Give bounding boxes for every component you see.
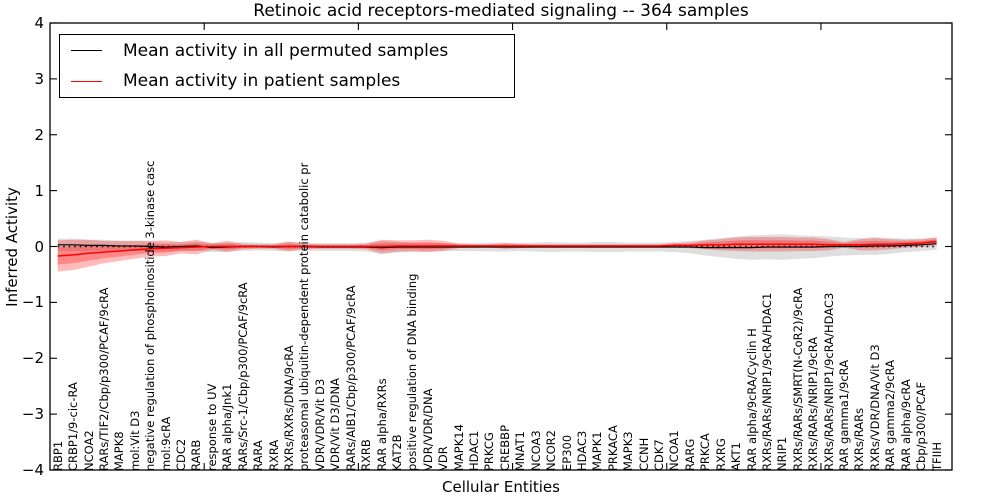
y-tick-label: −3 (21, 405, 44, 424)
patient-std-band (57, 237, 937, 272)
y-tick-label: 0 (34, 237, 44, 256)
legend-line-permuted-icon (71, 50, 102, 52)
y-tick-label: 3 (34, 69, 44, 88)
y-tick-label: 2 (34, 125, 44, 144)
legend: Mean activity in all permuted samples Me… (59, 34, 515, 98)
legend-label-patient: Mean activity in patient samples (123, 71, 401, 92)
y-tick-label: −4 (21, 461, 44, 479)
y-tick-label: 4 (34, 14, 44, 32)
legend-label-permuted: Mean activity in all permuted samples (123, 40, 449, 61)
patient-mean-line (57, 240, 937, 257)
x-axis-label: Cellular Entities (442, 478, 560, 496)
chart-title: Retinoic acid receptors-mediated signali… (253, 1, 749, 21)
legend-entry-permuted: Mean activity in all permuted samples (60, 36, 514, 66)
y-tick-label: 1 (34, 181, 44, 200)
legend-entry-patient: Mean activity in patient samples (60, 66, 514, 96)
y-tick-label: −2 (21, 349, 44, 368)
patient-std-band-inner (57, 239, 937, 265)
legend-line-patient-icon (71, 80, 102, 82)
axes-frame (49, 22, 953, 471)
y-tick-label: −1 (21, 293, 44, 312)
